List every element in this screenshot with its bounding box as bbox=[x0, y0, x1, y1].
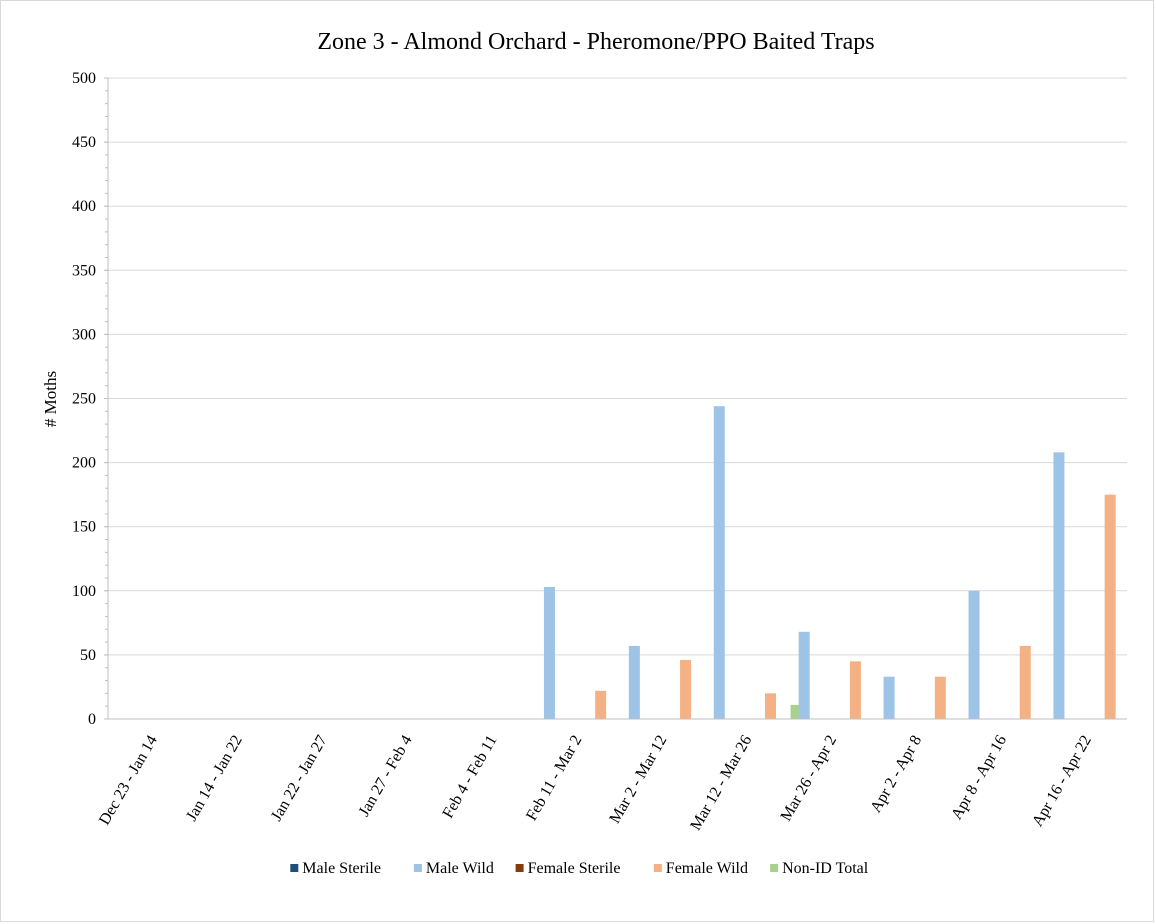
legend-label: Male Wild bbox=[426, 860, 494, 877]
x-tick-label: Feb 4 - Feb 11 bbox=[439, 733, 500, 822]
legend-swatch bbox=[413, 864, 422, 872]
legend-swatch bbox=[290, 864, 299, 872]
x-tick-label: Jan 27 - Feb 4 bbox=[356, 733, 416, 820]
y-tick-label: 300 bbox=[72, 326, 96, 343]
bar-male-wild bbox=[543, 586, 555, 719]
x-tick-label: Mar 12 - Mar 26 bbox=[687, 733, 755, 834]
gridlines bbox=[108, 77, 1127, 656]
y-tick-label: 150 bbox=[72, 519, 96, 536]
bar-female-wild bbox=[1019, 645, 1031, 719]
bar-female-wild bbox=[764, 693, 776, 719]
legend-swatch bbox=[653, 864, 662, 872]
bar-male-wild bbox=[798, 631, 810, 719]
x-tick-label: Apr 8 - Apr 16 bbox=[948, 733, 1010, 823]
legend-label: Male Sterile bbox=[302, 860, 381, 877]
legend-label: Non-ID Total bbox=[782, 860, 869, 877]
x-tick-label: Feb 11 - Mar 2 bbox=[523, 733, 585, 824]
legend-label: Female Wild bbox=[666, 860, 748, 877]
x-tick-label: Apr 16 - Apr 22 bbox=[1029, 733, 1095, 830]
y-tick-label: 100 bbox=[72, 583, 96, 600]
y-axis-ticks: 0 50 100 150 200 250 300 350 400 450 500 bbox=[72, 70, 108, 728]
legend: Male Sterile Male Wild Female Sterile Femal… bbox=[290, 860, 869, 877]
y-tick-label: 50 bbox=[80, 647, 96, 664]
y-tick-label: 450 bbox=[72, 134, 96, 151]
y-tick-label: 500 bbox=[72, 70, 96, 87]
bar-female-wild bbox=[680, 660, 692, 719]
bar-female-wild bbox=[849, 661, 861, 719]
x-tick-label: Dec 23 - Jan 14 bbox=[96, 733, 161, 828]
y-tick-label: 200 bbox=[72, 455, 96, 472]
legend-item: Male Wild bbox=[413, 860, 494, 877]
bar-female-wild bbox=[934, 676, 946, 719]
y-axis-title: # Moths bbox=[41, 371, 60, 427]
bars bbox=[543, 406, 1116, 719]
legend-item: Female Wild bbox=[653, 860, 748, 877]
legend-item: Male Sterile bbox=[290, 860, 381, 877]
x-tick-label: Jan 22 - Jan 27 bbox=[268, 733, 331, 825]
bar-female-wild bbox=[595, 690, 607, 719]
y-tick-label: 350 bbox=[72, 262, 96, 279]
chart-title: Zone 3 - Almond Orchard - Pheromone/PPO … bbox=[317, 29, 874, 55]
legend-label: Female Sterile bbox=[528, 860, 621, 877]
x-tick-label: Apr 2 - Apr 8 bbox=[867, 733, 925, 816]
legend-item: Non-ID Total bbox=[770, 860, 869, 877]
bar-male-wild bbox=[713, 406, 725, 719]
x-tick-label: Mar 2 - Mar 12 bbox=[606, 733, 670, 827]
bar-male-wild bbox=[628, 645, 640, 719]
bar-non-id-total bbox=[790, 704, 802, 719]
bar-male-wild bbox=[968, 590, 980, 719]
bar-male-wild bbox=[1053, 452, 1065, 719]
legend-swatch bbox=[770, 864, 779, 872]
bar-female-wild bbox=[1104, 494, 1116, 719]
y-tick-label: 0 bbox=[88, 711, 96, 728]
x-tick-label: Mar 26 - Apr 2 bbox=[778, 733, 841, 825]
y-tick-label: 250 bbox=[72, 391, 96, 408]
y-tick-label: 400 bbox=[72, 198, 96, 215]
x-axis-ticks: Dec 23 - Jan 14 Jan 14 - Jan 22 Jan 22 - J… bbox=[96, 733, 1095, 834]
legend-swatch bbox=[515, 864, 524, 872]
x-tick-label: Jan 14 - Jan 22 bbox=[183, 733, 246, 825]
legend-item: Female Sterile bbox=[515, 860, 621, 877]
bar-male-wild bbox=[883, 676, 895, 719]
